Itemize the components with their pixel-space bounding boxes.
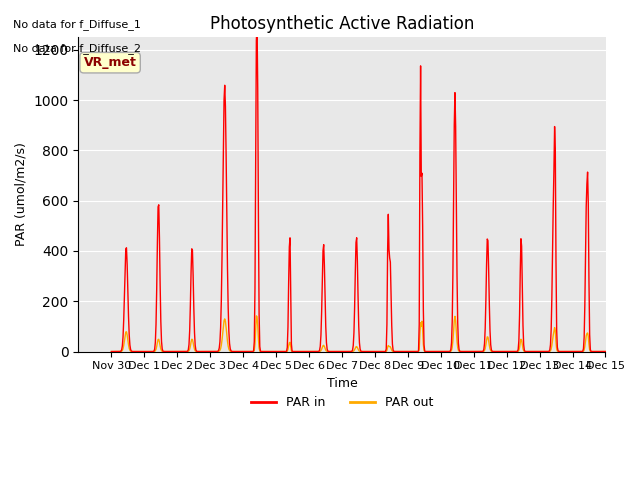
Text: VR_met: VR_met	[84, 56, 136, 69]
Title: Photosynthetic Active Radiation: Photosynthetic Active Radiation	[210, 15, 474, 33]
Text: No data for f_Diffuse_1: No data for f_Diffuse_1	[13, 19, 141, 30]
X-axis label: Time: Time	[326, 377, 357, 390]
Legend: PAR in, PAR out: PAR in, PAR out	[246, 391, 438, 414]
Y-axis label: PAR (umol/m2/s): PAR (umol/m2/s)	[15, 143, 28, 246]
Text: No data for f_Diffuse_2: No data for f_Diffuse_2	[13, 43, 141, 54]
